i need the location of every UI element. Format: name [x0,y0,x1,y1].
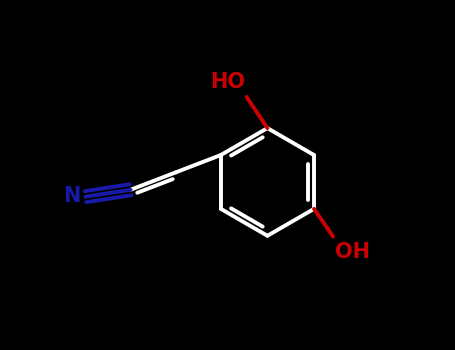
Text: OH: OH [335,242,370,262]
Text: HO: HO [210,72,245,92]
Text: N: N [63,186,80,206]
